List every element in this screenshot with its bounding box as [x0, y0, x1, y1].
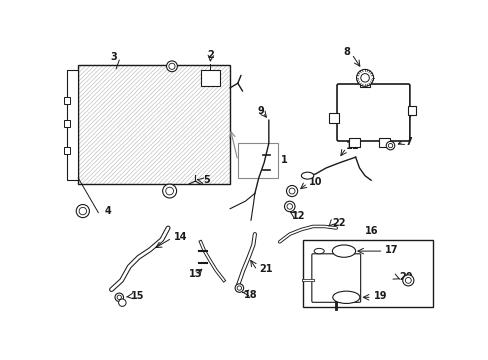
Text: 21: 21: [258, 264, 272, 274]
Text: 4: 4: [104, 206, 111, 216]
Text: 11: 11: [346, 141, 359, 151]
Text: 17: 17: [384, 244, 398, 255]
Ellipse shape: [332, 245, 355, 257]
FancyBboxPatch shape: [336, 84, 409, 141]
Bar: [348, 138, 359, 147]
Text: 19: 19: [373, 291, 386, 301]
Text: 15: 15: [131, 291, 144, 301]
Text: 8: 8: [343, 48, 349, 58]
Bar: [237, 143, 278, 178]
Circle shape: [356, 69, 373, 86]
Circle shape: [76, 204, 89, 217]
Text: 14: 14: [173, 232, 186, 242]
Text: 18: 18: [244, 290, 257, 300]
Circle shape: [402, 275, 413, 286]
Text: 2: 2: [207, 50, 214, 60]
Text: 12: 12: [291, 211, 305, 221]
Bar: [64, 120, 70, 127]
Circle shape: [163, 184, 176, 198]
Bar: [64, 147, 70, 154]
Circle shape: [235, 284, 243, 292]
Ellipse shape: [313, 248, 324, 254]
Text: 22: 22: [332, 217, 345, 228]
Circle shape: [165, 187, 173, 195]
Circle shape: [79, 207, 86, 215]
Text: 3: 3: [110, 52, 117, 62]
Text: 16: 16: [364, 226, 378, 236]
Text: 20: 20: [398, 271, 412, 282]
Circle shape: [387, 143, 392, 148]
Bar: [64, 97, 70, 104]
Circle shape: [405, 278, 410, 283]
Circle shape: [166, 61, 177, 72]
Circle shape: [288, 188, 294, 194]
Circle shape: [119, 299, 126, 306]
Text: 13: 13: [188, 269, 202, 279]
Text: 6: 6: [403, 114, 409, 123]
Bar: [200, 70, 220, 86]
Text: 9: 9: [257, 106, 264, 116]
Text: 7: 7: [405, 137, 411, 147]
Ellipse shape: [301, 172, 313, 179]
Bar: [360, 80, 369, 87]
Bar: [67, 70, 78, 180]
Ellipse shape: [332, 291, 359, 303]
Circle shape: [286, 204, 292, 209]
Text: 5: 5: [203, 175, 209, 185]
Circle shape: [237, 286, 241, 290]
FancyBboxPatch shape: [311, 254, 360, 302]
Text: 1: 1: [280, 155, 286, 165]
Circle shape: [386, 141, 394, 150]
Circle shape: [115, 293, 123, 302]
Bar: [407, 106, 415, 115]
Circle shape: [286, 185, 297, 197]
Bar: [378, 138, 389, 147]
Text: 10: 10: [308, 177, 322, 187]
Circle shape: [284, 201, 294, 212]
Bar: [302, 239, 432, 306]
Bar: [78, 65, 230, 184]
Circle shape: [360, 73, 368, 82]
Bar: [328, 113, 339, 123]
Circle shape: [117, 295, 121, 300]
Circle shape: [168, 63, 175, 69]
